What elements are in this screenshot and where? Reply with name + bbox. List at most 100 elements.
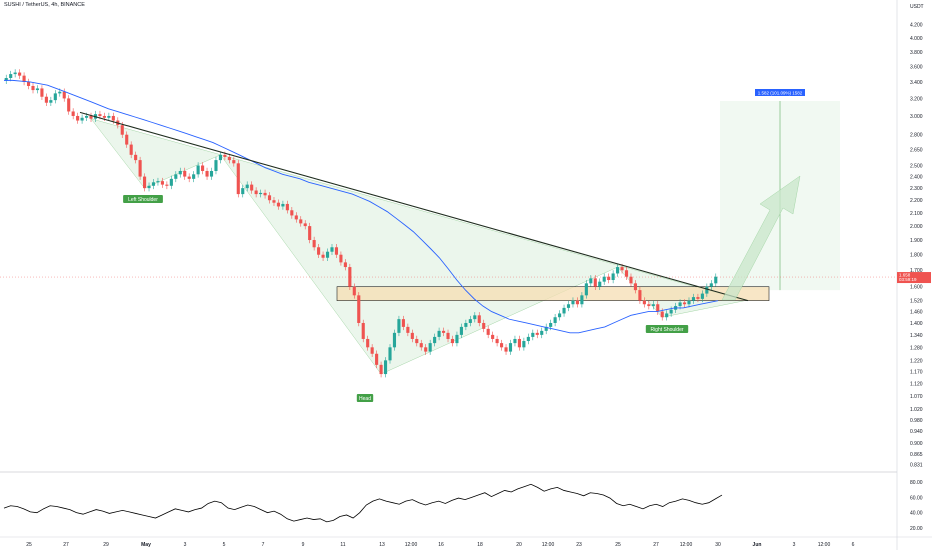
candle-body	[13, 72, 17, 75]
candle-body	[169, 178, 173, 186]
candle-body	[232, 160, 236, 164]
candle-body	[165, 184, 169, 186]
candle-body	[441, 330, 446, 333]
price-tick-label: 1.400	[910, 321, 923, 327]
candle-body	[267, 195, 272, 201]
time-tick-label: 27	[653, 542, 659, 548]
candle-body	[339, 254, 343, 263]
candle-body	[290, 210, 294, 216]
candle-body	[120, 125, 124, 135]
candle-body	[714, 276, 718, 284]
left-shoulder-label-bg	[123, 195, 163, 203]
candle-body	[428, 343, 432, 352]
candle-body	[18, 72, 22, 76]
candle-body	[513, 338, 517, 344]
time-tick-label: 23	[576, 542, 582, 548]
rsi-layer: 80.00 60.00 40.00 20.00	[3, 480, 923, 532]
price-tick-label: 3.200	[910, 96, 923, 102]
candle-body	[4, 78, 8, 81]
candle-body	[370, 347, 374, 354]
currency-label: USDT	[910, 4, 924, 10]
candle-body	[589, 278, 593, 284]
price-tick-label: 0.900	[910, 441, 923, 447]
left-shoulder-label: Left Shoulder	[123, 195, 163, 203]
price-tick-label: 3.600	[910, 64, 923, 70]
candle-body	[343, 262, 347, 268]
candle-body	[437, 330, 441, 337]
candle-body	[35, 88, 40, 91]
candle-body	[259, 192, 263, 195]
price-tick-label: 1.900	[910, 238, 923, 244]
price-tick-label: 4.200	[910, 23, 923, 29]
candle-body	[308, 226, 312, 241]
price-tick-label: 1.800	[910, 253, 923, 259]
candle-body	[361, 322, 365, 339]
candle-body	[624, 270, 629, 277]
price-tick-label: 1.020	[910, 407, 923, 413]
time-tick-label: Jun	[753, 542, 762, 548]
candle-body	[593, 278, 597, 287]
candle-body	[535, 332, 539, 335]
candle-body	[647, 304, 651, 307]
candle-body	[205, 170, 209, 177]
price-tick-label: 1.460	[910, 310, 923, 316]
time-tick-label: 3	[793, 542, 796, 548]
target-label-text: 1.582 (101.09%) 1582	[758, 90, 803, 95]
candle-body	[696, 297, 700, 299]
candle-body	[562, 307, 566, 314]
candle-body	[44, 96, 48, 103]
candle-body	[571, 300, 575, 305]
price-tick-label: 1.600	[910, 285, 923, 291]
candle-body	[250, 184, 254, 191]
price-tick-label: 3.800	[910, 50, 923, 56]
time-tick-label: 12:00	[542, 542, 555, 548]
candle-body	[526, 336, 530, 342]
candle-body	[468, 319, 472, 323]
price-tick-label: 1.700	[910, 268, 923, 274]
candle-body	[76, 115, 80, 121]
candle-body	[49, 100, 53, 103]
candle-body	[691, 297, 696, 301]
candle-body	[26, 81, 31, 86]
candle-body	[178, 170, 182, 175]
breakout-arrow	[721, 175, 801, 301]
candle-body	[147, 185, 151, 189]
time-tick-label: 7	[262, 542, 265, 548]
price-tick-label: 1.070	[910, 394, 923, 400]
target-price-label: 1.582 (101.09%) 1582	[755, 89, 805, 96]
candle-body	[415, 338, 419, 344]
time-tick-label: 12:00	[405, 542, 418, 548]
candle-body	[558, 313, 562, 318]
candle-body	[616, 267, 620, 274]
time-tick-label: 20	[516, 542, 522, 548]
candle-body	[709, 283, 713, 287]
candle-body	[700, 293, 704, 299]
candle-body	[236, 163, 240, 195]
candle-body	[504, 347, 508, 352]
candle-body	[254, 190, 258, 195]
candle-body	[575, 300, 579, 305]
rsi-tick-label: 20.00	[910, 526, 923, 532]
price-tick-label: 1.520	[910, 299, 923, 305]
candle-body	[491, 334, 495, 339]
candle-body	[705, 286, 709, 294]
candle-body	[419, 343, 423, 348]
time-tick-label: 9	[302, 542, 305, 548]
candle-body	[312, 240, 316, 248]
time-tick-label: 27	[63, 542, 69, 548]
candle-body	[143, 176, 147, 189]
candle-body	[281, 203, 285, 207]
candle-body	[531, 332, 535, 337]
right-shoulder-label: Right Shoulder	[645, 325, 689, 333]
candle-body	[410, 332, 414, 339]
time-tick-label: 5	[223, 542, 226, 548]
candle-body	[71, 111, 75, 116]
candle-body	[201, 165, 205, 171]
time-tick-label: 29	[103, 542, 109, 548]
head-label-text: Head	[359, 396, 371, 402]
price-tick-label: 2.000	[910, 224, 923, 230]
candle-body	[366, 338, 370, 348]
candle-body	[629, 276, 633, 284]
